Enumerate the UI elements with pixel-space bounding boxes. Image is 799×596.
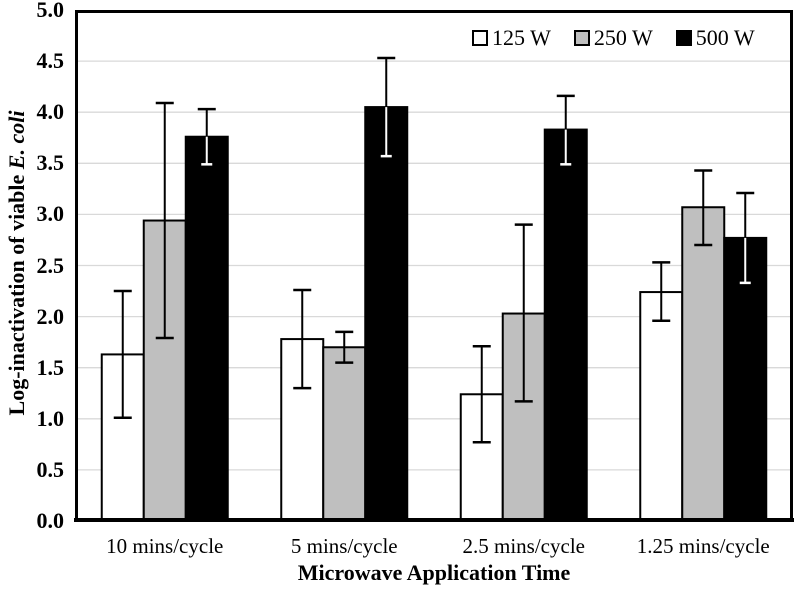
bar — [322, 346, 367, 523]
legend-item-500w: 500 W — [675, 25, 755, 51]
legend-label-250w: 250 W — [593, 25, 653, 50]
x-category-label-5mins: 5 mins/cycle — [290, 534, 398, 558]
legend-swatch-125w — [472, 30, 488, 46]
y-tick-label: 4.0 — [36, 99, 65, 125]
y-tick-label: 2.0 — [36, 303, 65, 329]
legend-label-125w: 125 W — [492, 25, 551, 50]
bar — [543, 128, 588, 522]
bar — [364, 106, 409, 522]
x-category-label-2-5mins: 2.5 mins/cycle — [462, 534, 585, 558]
y-tick-label: 1.5 — [36, 354, 65, 380]
legend-item-250w: 250 W — [573, 25, 653, 51]
y-tick-label: 5.0 — [36, 0, 65, 22]
y-tick-label: 3.5 — [36, 150, 65, 176]
y-tick-label: 0.5 — [36, 456, 65, 482]
legend-label-500w: 500 W — [695, 25, 755, 50]
legend: 125 W 250 W 500 W — [472, 25, 755, 51]
legend-swatch-250w — [573, 30, 590, 46]
bar — [681, 206, 726, 522]
x-category-label-10mins: 10 mins/cycle — [106, 534, 224, 558]
y-tick-label: 4.5 — [36, 48, 65, 74]
legend-item-125w: 125 W — [472, 25, 551, 51]
bar — [639, 291, 684, 522]
y-tick-label: 0.0 — [36, 508, 65, 533]
legend-swatch-500w — [675, 30, 692, 46]
y-axis-title: Log-inactivation of viable E. coli — [4, 111, 30, 416]
x-axis-labels: 10 mins/cycle 5 mins/cycle 2.5 mins/cycl… — [75, 534, 793, 559]
bar — [723, 236, 768, 522]
x-category-label-1-25mins: 1.25 mins/cycle — [636, 534, 770, 558]
y-axis-title-text: Log-inactivation of viable — [4, 169, 29, 416]
y-tick-label: 1.0 — [36, 405, 65, 431]
y-tick-label: 3.0 — [36, 201, 65, 227]
y-tick-label: 2.5 — [36, 252, 65, 278]
y-axis-title-species: E. coli — [4, 110, 29, 170]
x-axis-title: Microwave Application Time — [297, 560, 571, 585]
bar — [184, 135, 229, 522]
